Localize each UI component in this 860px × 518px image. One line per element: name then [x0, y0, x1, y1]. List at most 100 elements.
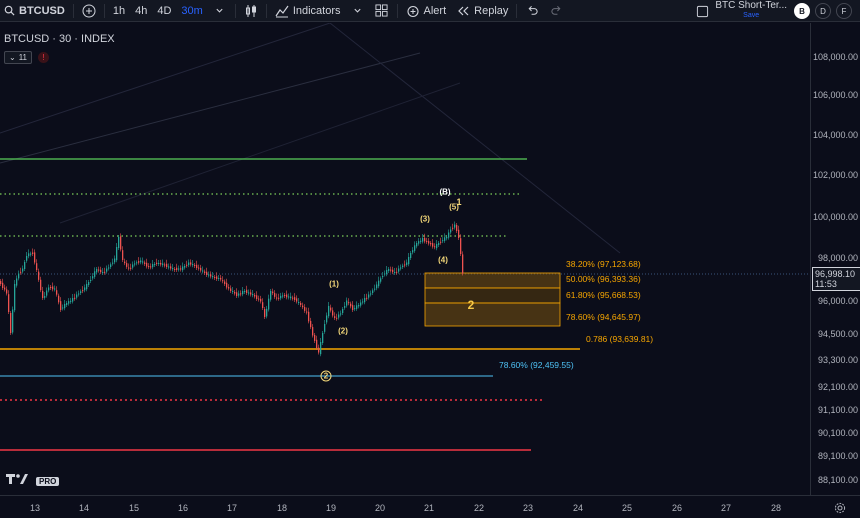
candle: [326, 315, 328, 323]
layout-save-link[interactable]: Save: [743, 12, 760, 19]
candlestick-icon: [244, 4, 258, 18]
divider: [396, 3, 398, 18]
candle: [112, 262, 114, 264]
fib-label-500: 50.00% (96,393.36): [566, 274, 641, 284]
trend-line[interactable]: [329, 23, 621, 254]
time-tick-label: 14: [78, 503, 90, 513]
interval-30m[interactable]: 30m: [181, 4, 203, 17]
candle: [356, 305, 358, 309]
candle: [420, 240, 422, 242]
candle: [250, 292, 252, 295]
chart-pane[interactable]: 38.20% (97,123.68) 50.00% (96,393.36) 61…: [0, 23, 810, 495]
redo-button[interactable]: [544, 0, 568, 22]
candle: [258, 298, 260, 300]
candle: [62, 307, 64, 309]
candle: [118, 237, 120, 248]
candle: [10, 313, 12, 333]
chart-type-button[interactable]: [239, 0, 263, 22]
indicators-dropdown[interactable]: [346, 0, 370, 22]
wave-label-top-1: 1: [456, 197, 462, 207]
candle: [314, 335, 316, 341]
candle: [388, 269, 390, 271]
candle: [192, 264, 194, 266]
candle: [104, 271, 106, 273]
alert-button[interactable]: Alert: [401, 0, 452, 22]
current-price-badge: 96,998.10 11:53: [812, 267, 860, 291]
layout-menu-button[interactable]: BTC Short-Ter... Save: [690, 0, 789, 22]
layout-icon: [695, 4, 709, 18]
fib-zone-618[interactable]: [424, 302, 561, 327]
symbol-search-button[interactable]: BTCUSD: [0, 0, 70, 22]
replay-button[interactable]: Replay: [451, 0, 513, 22]
price-axis[interactable]: 96,998.10 11:53 108,000.00 106,000.00 104,…: [810, 23, 860, 495]
trend-line[interactable]: [59, 82, 461, 224]
candle: [350, 303, 352, 307]
price-chart[interactable]: [0, 23, 810, 495]
undo-button[interactable]: [520, 0, 544, 22]
divider: [72, 3, 74, 18]
indicators-button[interactable]: Indicators: [270, 0, 346, 22]
candle: [370, 293, 372, 295]
candle: [60, 301, 62, 310]
fib-label-382: 38.20% (97,123.68): [566, 259, 641, 269]
candle: [228, 287, 230, 289]
compare-symbol-button[interactable]: [77, 0, 101, 22]
interval-4d[interactable]: 4D: [157, 4, 172, 17]
interval-1h[interactable]: 1h: [112, 4, 126, 17]
chart-legend-title[interactable]: BTCUSD · 30 · INDEX: [4, 33, 115, 45]
candle: [40, 279, 42, 291]
time-tick-label: 22: [473, 503, 485, 513]
candle: [158, 263, 160, 264]
candle: [328, 306, 330, 317]
candle: [32, 252, 34, 254]
account-button-d[interactable]: D: [815, 3, 831, 19]
candlestick-series[interactable]: [0, 221, 464, 357]
candle: [338, 314, 340, 318]
candle: [6, 289, 8, 294]
time-axis[interactable]: 13 14 15 16 17 18 19 20 21 22 23 24 25 26 27 28: [0, 495, 860, 518]
candle: [358, 305, 360, 307]
candle: [196, 264, 198, 268]
candle: [162, 263, 164, 266]
candle: [90, 280, 92, 281]
fib-zone-500[interactable]: [424, 287, 561, 304]
candle: [236, 292, 238, 296]
candle: [346, 300, 348, 306]
candle: [286, 294, 288, 298]
search-icon: [2, 4, 16, 18]
account-button-f[interactable]: F: [836, 3, 852, 19]
warning-icon[interactable]: !: [38, 52, 50, 63]
legend-controls: ⌄ 11 !: [4, 51, 50, 64]
fib-zone-382[interactable]: [424, 272, 561, 289]
candle: [298, 302, 300, 303]
candle: [276, 297, 278, 299]
candle: [254, 295, 256, 297]
tradingview-logo[interactable]: PRO: [6, 472, 60, 490]
price-tick-label: 94,500.00: [817, 329, 858, 339]
trend-line[interactable]: [0, 23, 331, 134]
candle: [332, 310, 334, 316]
candle: [268, 298, 270, 310]
candle: [98, 269, 100, 271]
interval-4h[interactable]: 4h: [135, 4, 148, 17]
candle: [124, 261, 126, 264]
indicators-icon: [275, 4, 289, 18]
candle: [424, 237, 426, 242]
interval-dropdown[interactable]: [208, 0, 232, 22]
candle: [172, 268, 174, 270]
indicators-collapse-toggle[interactable]: ⌄ 11: [4, 51, 33, 64]
templates-button[interactable]: [370, 0, 394, 22]
wave-label-3: (3): [420, 214, 430, 224]
candle: [138, 261, 140, 263]
candle: [444, 237, 446, 241]
fib-label-786-cyan: 78.60% (92,459.55): [499, 360, 574, 370]
candle: [136, 262, 138, 264]
candle: [240, 293, 242, 295]
trend-line[interactable]: [0, 52, 421, 164]
gear-icon[interactable]: [834, 501, 846, 514]
account-button-b[interactable]: B: [794, 3, 810, 19]
wave-label-4: (4): [438, 255, 448, 265]
wave-label-b: (B): [439, 187, 451, 197]
chevron-down-icon: [351, 4, 365, 18]
bar-countdown: 11:53: [815, 279, 837, 289]
